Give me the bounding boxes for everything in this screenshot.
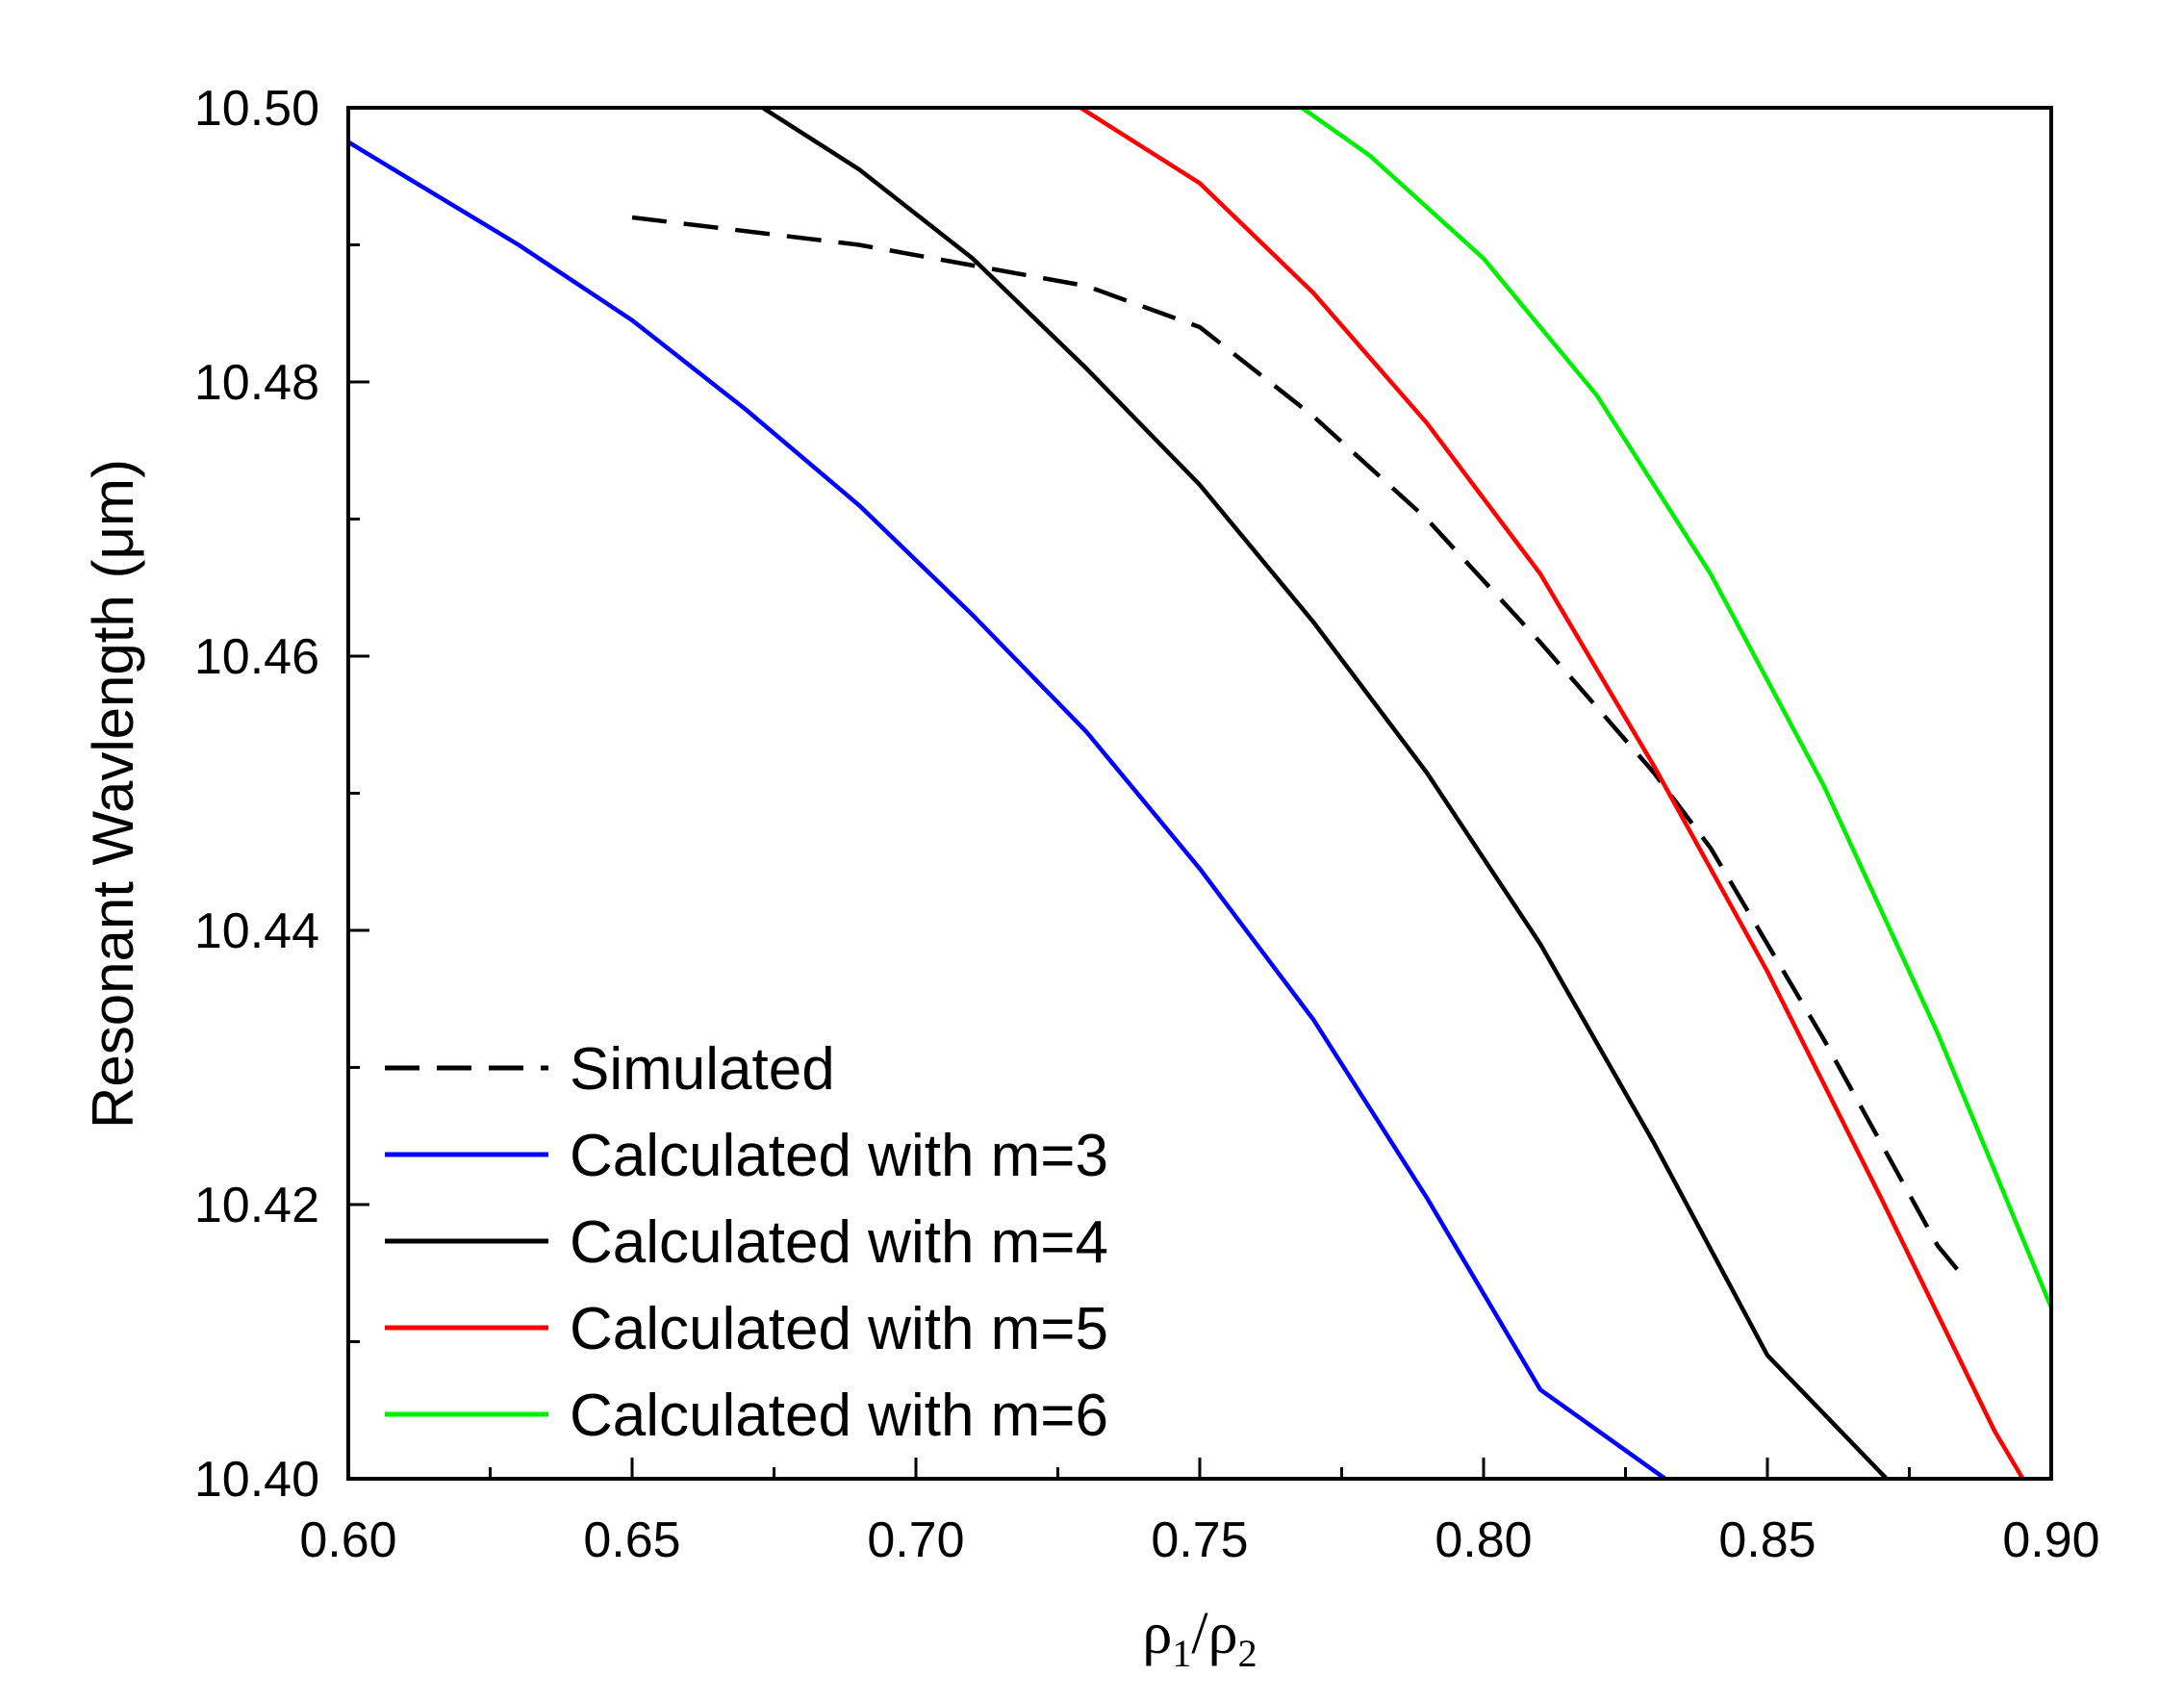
y-tick-label: 10.50 <box>194 81 319 137</box>
legend-label-0: Simulated <box>570 1036 835 1103</box>
x-axis: 0.60 0.65 0.70 0.75 0.80 0.85 0.90 <box>299 1458 2100 1568</box>
x-tick-label: 0.90 <box>2002 1512 2099 1568</box>
legend-label-4: Calculated with m=6 <box>570 1383 1108 1449</box>
x-tick-label: 0.60 <box>299 1512 396 1568</box>
series-line-4 <box>1300 106 2054 1308</box>
x-title-sep: / <box>1191 1601 1208 1666</box>
legend-label-3: Calculated with m=5 <box>570 1296 1108 1362</box>
series-line-3 <box>1079 106 2025 1481</box>
x-tick-label: 0.85 <box>1718 1512 1816 1568</box>
legend-label-2: Calculated with m=4 <box>570 1209 1108 1276</box>
series-layer <box>346 106 2054 1481</box>
x-title-sub-1: 1 <box>1172 1632 1191 1675</box>
svg-text:ρ1/ρ2: ρ1/ρ2 <box>1142 1601 1257 1675</box>
series-line-2 <box>761 106 1889 1481</box>
series-line-1 <box>346 140 1667 1481</box>
legend-label-1: Calculated with m=3 <box>570 1123 1108 1189</box>
y-tick-label: 10.46 <box>194 629 319 685</box>
x-title-rho-2: ρ <box>1208 1601 1238 1666</box>
series-line-0 <box>631 215 1968 1282</box>
x-axis-title: ρ1/ρ2 <box>1142 1601 1257 1675</box>
x-tick-label: 0.65 <box>583 1512 680 1568</box>
x-tick-label: 0.70 <box>867 1512 964 1568</box>
y-tick-label: 10.48 <box>194 355 319 411</box>
y-tick-label: 10.42 <box>194 1178 319 1233</box>
x-tick-label: 0.75 <box>1151 1512 1248 1568</box>
x-title-rho-1: ρ <box>1142 1601 1172 1666</box>
y-tick-label: 10.44 <box>194 903 319 959</box>
y-axis: 10.40 10.42 10.44 10.46 10.48 10.50 <box>194 81 369 1508</box>
x-title-sub-2: 2 <box>1238 1632 1257 1675</box>
legend: Simulated Calculated with m=3 Calculated w… <box>385 1036 1108 1449</box>
y-axis-title: Resonant Wavlength (μm) <box>81 459 145 1129</box>
x-tick-label: 0.80 <box>1435 1512 1532 1568</box>
y-tick-label: 10.40 <box>194 1452 319 1508</box>
